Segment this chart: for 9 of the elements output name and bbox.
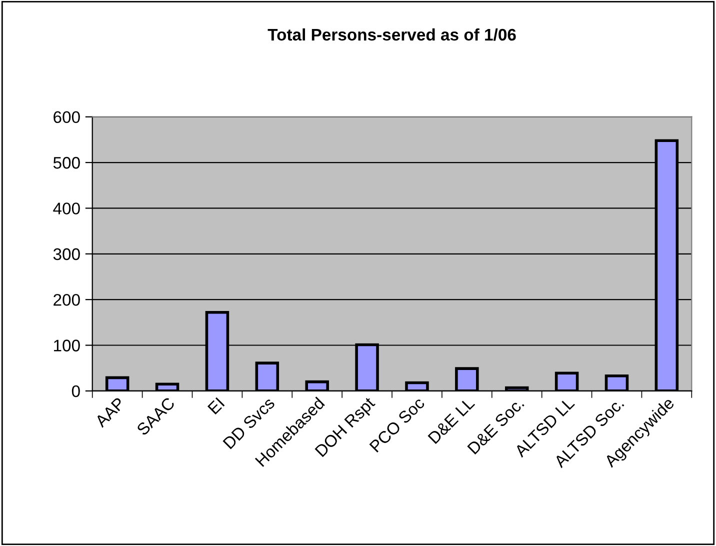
y-tick-label: 600 xyxy=(54,111,80,124)
x-tick-label: EI xyxy=(207,397,225,415)
chart-title: Total Persons-served as of 1/06 xyxy=(268,28,516,41)
y-tick-label: 500 xyxy=(53,156,80,169)
y-tick-label: 300 xyxy=(53,248,80,260)
y-tick-label: 0 xyxy=(72,385,80,398)
y-tick-label: 400 xyxy=(53,202,80,214)
y-tick-label: 100 xyxy=(54,340,80,352)
y-tick-label: 200 xyxy=(54,294,80,306)
